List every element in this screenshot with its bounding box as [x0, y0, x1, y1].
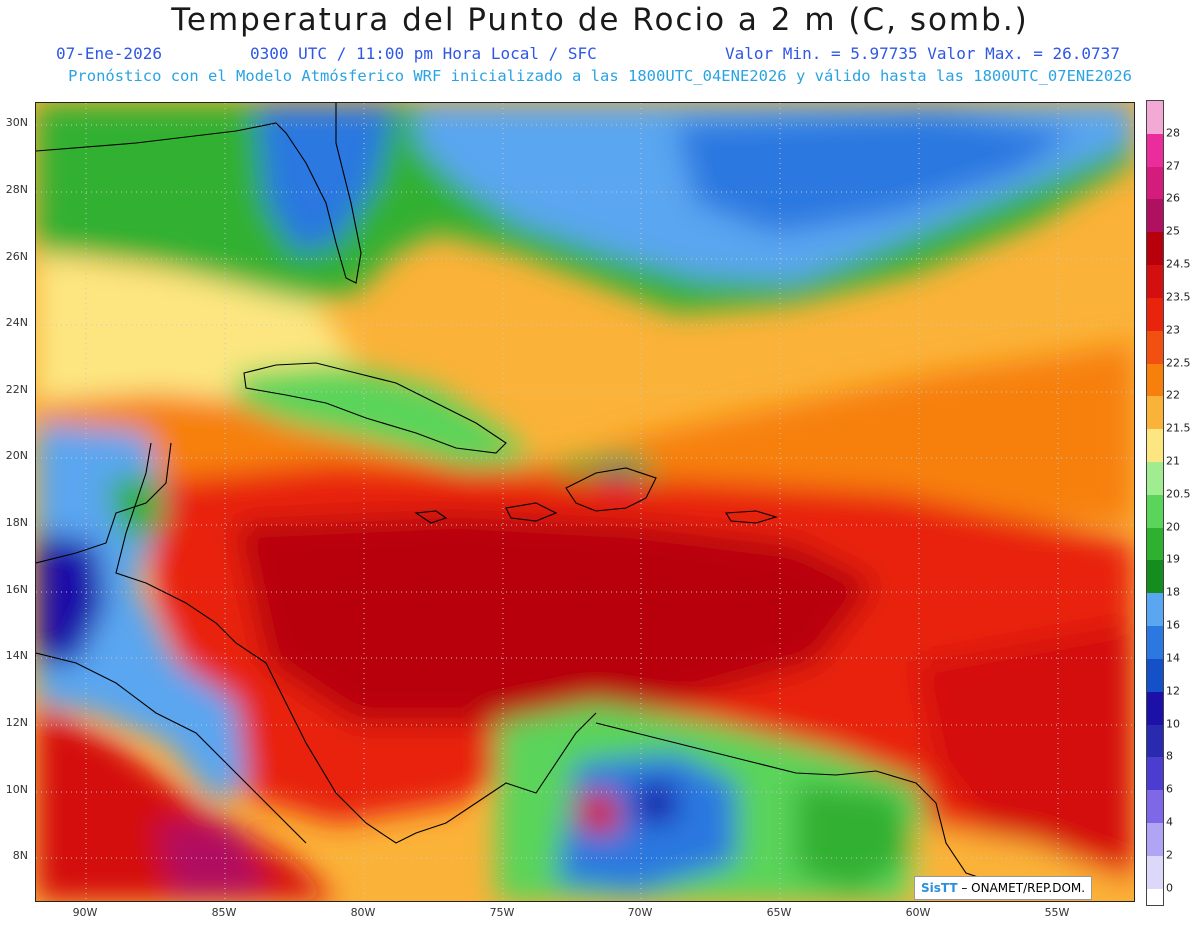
legend-swatch	[1147, 790, 1163, 824]
lat-label: 26N	[5, 250, 28, 263]
lat-label: 22N	[5, 383, 28, 396]
legend-label: 23	[1166, 323, 1180, 337]
lat-label: 10N	[5, 783, 28, 796]
legend-label: 16	[1166, 618, 1180, 632]
legend-swatch	[1147, 166, 1163, 201]
lat-label: 16N	[5, 583, 28, 596]
legend-swatch	[1147, 822, 1163, 857]
legend-label: 8	[1166, 749, 1173, 763]
legend-swatch	[1147, 330, 1163, 365]
lat-label: 30N	[5, 116, 28, 129]
min-max-values: Valor Min. = 5.97735 Valor Max. = 26.073…	[725, 44, 1120, 63]
legend-swatch	[1147, 363, 1163, 398]
sistt-logo: SisTT	[921, 881, 958, 895]
lon-label: 65W	[766, 906, 792, 919]
legend-label: 26	[1166, 191, 1180, 205]
legend-swatch	[1147, 658, 1163, 693]
legend-label: 19	[1166, 552, 1180, 566]
lat-label: 18N	[5, 516, 28, 529]
legend-label: 21	[1166, 454, 1180, 468]
legend-swatch	[1147, 232, 1163, 267]
legend-swatch	[1147, 101, 1163, 135]
legend-swatch	[1147, 888, 1163, 905]
legend-label: 21.5	[1166, 421, 1191, 435]
legend-label: 22	[1166, 388, 1180, 402]
legend-label: 22.5	[1166, 356, 1191, 370]
dewpoint-map	[35, 102, 1135, 902]
legend-swatch	[1147, 396, 1163, 431]
coastlines	[36, 103, 997, 884]
legend-label: 23.5	[1166, 290, 1191, 304]
legend-swatch	[1147, 494, 1163, 529]
legend-swatch	[1147, 265, 1163, 299]
lat-label: 24N	[5, 316, 28, 329]
legend-label: 6	[1166, 782, 1173, 796]
legend-swatch	[1147, 199, 1163, 234]
legend-label: 10	[1166, 717, 1180, 730]
legend-label: 27	[1166, 159, 1180, 173]
legend-label: 25	[1166, 224, 1180, 238]
legend-label: 2	[1166, 848, 1173, 862]
lon-label: 80W	[350, 906, 376, 919]
lat-label: 8N	[12, 849, 28, 862]
legend-swatch	[1147, 757, 1163, 792]
lon-label: 85W	[211, 906, 237, 919]
legend-swatch	[1147, 560, 1163, 595]
legend-swatch	[1147, 724, 1163, 759]
legend-swatch	[1147, 691, 1163, 726]
legend-label: 12	[1166, 684, 1180, 698]
legend-label: 28	[1166, 126, 1180, 140]
legend-swatch	[1147, 297, 1163, 332]
color-legend	[1146, 100, 1164, 906]
grid-lines	[36, 103, 1134, 901]
legend-label: 0	[1166, 881, 1173, 895]
lon-label: 70W	[627, 906, 653, 919]
lat-label: 20N	[5, 449, 28, 462]
legend-swatch	[1147, 133, 1163, 168]
lat-label: 28N	[5, 183, 28, 196]
legend-label: 4	[1166, 815, 1173, 829]
legend-label: 18	[1166, 585, 1180, 599]
map-title: Temperatura del Punto de Rocio a 2 m (C,…	[171, 2, 1029, 38]
lon-label: 90W	[72, 906, 98, 919]
legend-label: 20.5	[1166, 487, 1191, 501]
legend-swatch	[1147, 626, 1163, 660]
legend-swatch	[1147, 855, 1163, 890]
legend-label: 24.5	[1166, 257, 1191, 271]
legend-label: 14	[1166, 651, 1180, 665]
lon-label: 75W	[489, 906, 515, 919]
lon-label: 60W	[905, 906, 931, 919]
legend-swatch	[1147, 527, 1163, 562]
forecast-date: 07-Ene-2026	[56, 44, 162, 63]
dewpoint-shading	[36, 103, 1134, 901]
lat-label: 12N	[5, 716, 28, 729]
model-info: Pronóstico con el Modelo Atmósferico WRF…	[68, 67, 1132, 85]
legend-label: 20	[1166, 520, 1180, 534]
lat-label: 14N	[5, 649, 28, 662]
legend-swatch	[1147, 429, 1163, 463]
legend-swatch	[1147, 593, 1163, 628]
forecast-time: 0300 UTC / 11:00 pm Hora Local / SFC	[250, 44, 597, 63]
credit-badge: SisTT – ONAMET/REP.DOM.	[914, 876, 1093, 900]
credit-text: – ONAMET/REP.DOM.	[957, 881, 1086, 895]
legend-swatch	[1147, 461, 1163, 496]
lon-label: 55W	[1044, 906, 1070, 919]
